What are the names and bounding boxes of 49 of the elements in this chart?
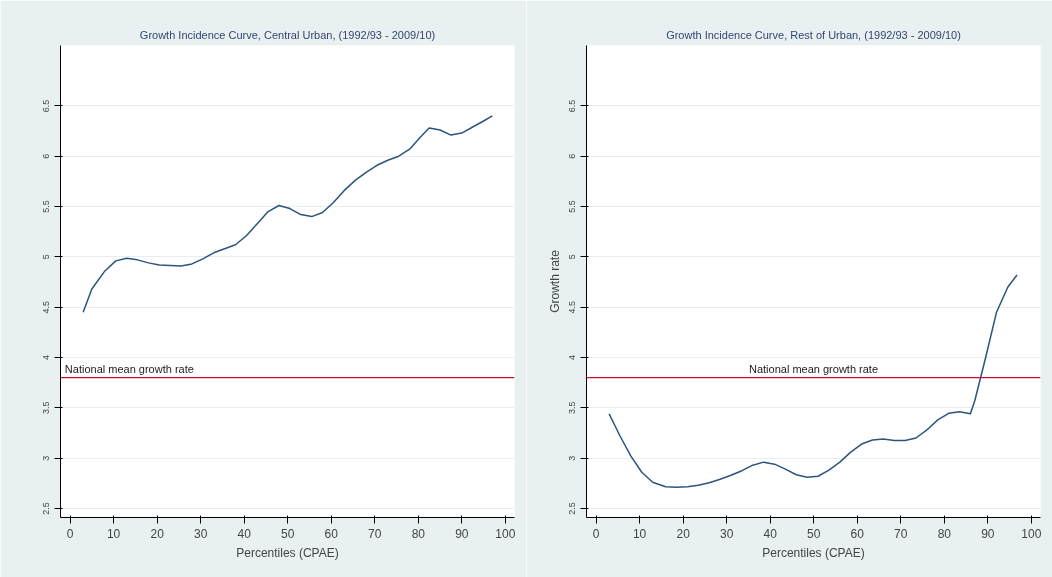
x-tick-label: 40: [237, 526, 252, 541]
x-tick-label: 60: [850, 526, 865, 541]
x-tick-label: 70: [894, 526, 908, 541]
x-tick-label: 0: [592, 526, 600, 541]
x-tick-label: 20: [676, 526, 691, 541]
y-tick-label: 2.5: [567, 502, 578, 515]
x-tick-label: 90: [455, 526, 469, 541]
line-series: [608, 274, 1018, 489]
y-tick-label: 3.5: [41, 401, 52, 415]
x-tick-label: 50: [807, 526, 821, 541]
y-tick-label: 2.5: [41, 502, 52, 515]
x-axis-title: Percentiles (CPAE): [762, 545, 865, 560]
y-tick-label: 5: [41, 254, 52, 260]
y-tick-label: 3.5: [567, 401, 578, 415]
x-tick-label: 80: [937, 526, 952, 541]
x-tick-label: 80: [411, 526, 426, 541]
y-tick-label: 3: [41, 455, 52, 461]
x-tick-label: 100: [495, 526, 516, 541]
x-tick-label: 30: [193, 526, 208, 541]
y-tick-label: 5.5: [41, 200, 52, 213]
x-tick-label: 0: [66, 526, 74, 541]
x-tick-label: 60: [324, 526, 339, 541]
line-series: [82, 115, 494, 313]
x-tick-label: 40: [763, 526, 778, 541]
y-tick-label: 6: [567, 153, 578, 159]
y-tick-label: 6.5: [41, 99, 52, 113]
x-axis-title: Percentiles (CPAE): [236, 545, 339, 560]
y-tick-label: 6: [41, 153, 52, 159]
y-tick-label: 4.5: [41, 300, 52, 314]
x-tick-label: 90: [981, 526, 995, 541]
y-axis-title: Growth rate: [547, 249, 562, 313]
x-tick-label: 30: [719, 526, 734, 541]
x-tick-label: 50: [281, 526, 295, 541]
chart-title: Growth Incidence Curve, Central Urban, (1992/93 - 2009/10): [139, 28, 436, 41]
y-tick-label: 4: [567, 354, 578, 360]
y-tick-label: 5: [567, 254, 578, 260]
y-tick-label: 5.5: [567, 200, 578, 213]
y-tick-label: 3: [567, 455, 578, 461]
y-tick-label: 4.5: [567, 300, 578, 314]
y-tick-label: 6.5: [567, 99, 578, 113]
chart-title: Growth Incidence Curve, Rest of Urban, (1992/93 - 2009/10): [666, 28, 961, 41]
ref-line-label: National mean growth rate: [64, 362, 194, 375]
x-tick-label: 100: [1021, 526, 1042, 541]
x-tick-label: 10: [632, 526, 647, 541]
x-tick-label: 20: [150, 526, 165, 541]
x-tick-label: 70: [368, 526, 382, 541]
x-tick-label: 10: [106, 526, 121, 541]
y-tick-label: 4: [41, 354, 52, 360]
ref-line-label: National mean growth rate: [748, 362, 879, 375]
